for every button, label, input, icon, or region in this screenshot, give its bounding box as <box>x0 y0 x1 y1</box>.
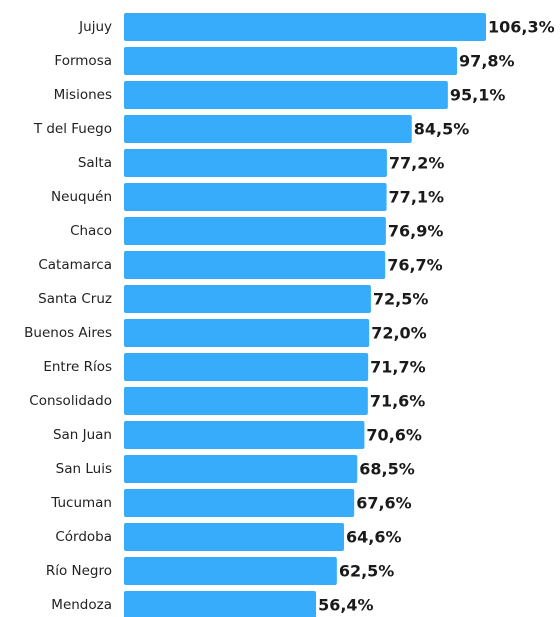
value-label: 64,6% <box>346 528 402 547</box>
value-label: 68,5% <box>359 460 415 479</box>
category-label: San Juan <box>53 427 112 443</box>
bar <box>124 591 317 617</box>
bar <box>124 115 412 143</box>
value-label: 106,3% <box>488 18 555 37</box>
bar <box>124 557 337 585</box>
category-label: T del Fuego <box>33 121 112 137</box>
value-label: 70,6% <box>366 426 422 445</box>
category-label: Salta <box>78 155 112 171</box>
category-label: Río Negro <box>46 563 112 579</box>
category-label: Entre Ríos <box>43 359 112 375</box>
bar <box>124 149 387 177</box>
bar <box>124 421 365 449</box>
bar <box>124 47 458 75</box>
value-label: 77,2% <box>389 154 445 173</box>
category-label: Misiones <box>54 87 112 103</box>
bar <box>124 183 387 211</box>
bar <box>124 523 344 551</box>
value-label: 77,1% <box>389 188 445 207</box>
value-label: 97,8% <box>459 52 515 71</box>
category-label: Buenos Aires <box>24 325 112 341</box>
category-label: Jujuy <box>78 19 112 35</box>
value-label: 72,5% <box>373 290 429 309</box>
bar <box>124 251 386 279</box>
bar <box>124 217 386 245</box>
value-label: 72,0% <box>371 324 427 343</box>
bar <box>124 387 368 415</box>
value-label: 56,4% <box>318 596 374 615</box>
category-label: Santa Cruz <box>38 291 112 307</box>
bar <box>124 455 358 483</box>
value-label: 67,6% <box>356 494 412 513</box>
bar <box>124 285 371 313</box>
category-label: Tucuman <box>50 495 112 511</box>
category-label: Formosa <box>54 53 112 69</box>
value-label: 95,1% <box>450 86 506 105</box>
value-label: 62,5% <box>339 562 395 581</box>
category-label: Mendoza <box>51 597 112 613</box>
bar <box>124 319 370 347</box>
value-label: 71,7% <box>370 358 426 377</box>
bar <box>124 13 486 41</box>
category-label: Catamarca <box>38 257 112 273</box>
category-label: Chaco <box>70 223 112 239</box>
category-label: Córdoba <box>55 529 112 545</box>
value-label: 71,6% <box>370 392 426 411</box>
value-label: 76,9% <box>388 222 444 241</box>
category-label: Consolidado <box>29 393 112 409</box>
bar <box>124 81 448 109</box>
category-label: Neuquén <box>51 189 112 205</box>
bar <box>124 489 355 517</box>
value-label: 84,5% <box>414 120 470 139</box>
category-label: San Luis <box>56 461 112 477</box>
value-label: 76,7% <box>387 256 443 275</box>
bar <box>124 353 369 381</box>
